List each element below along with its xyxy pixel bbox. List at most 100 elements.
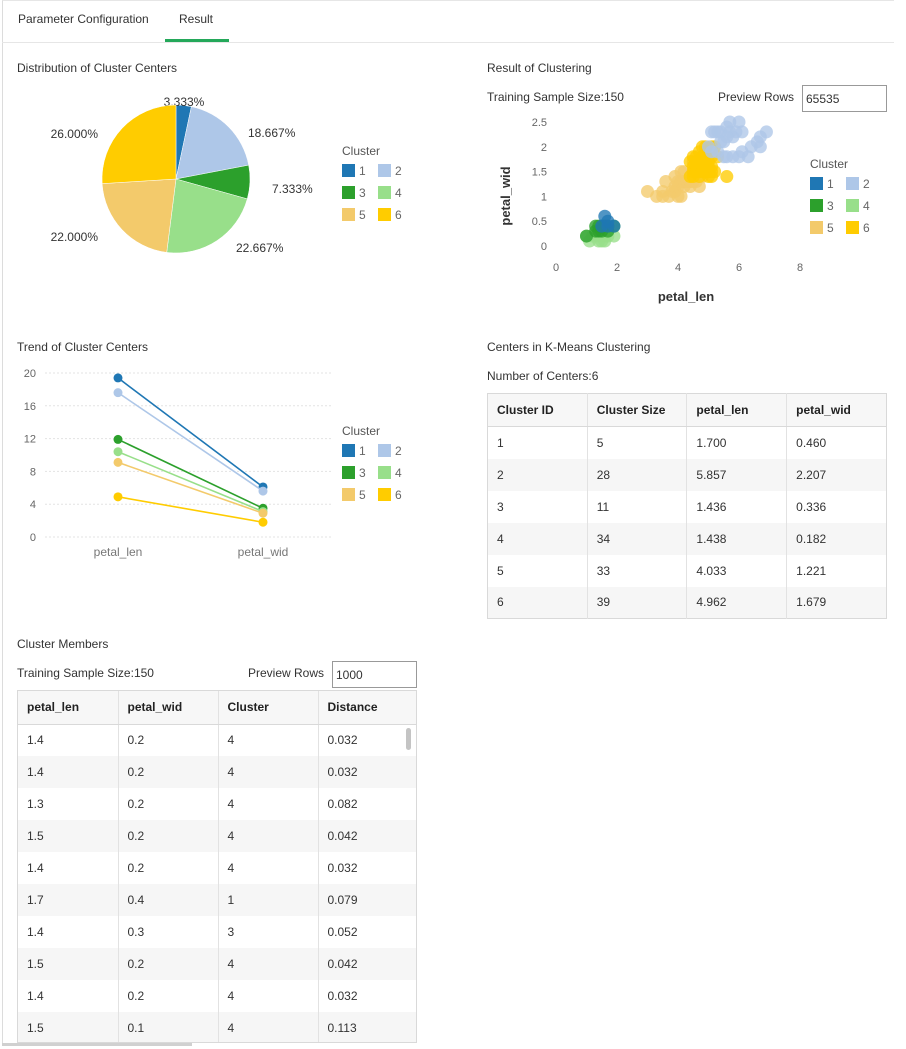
trend-legend-label-4: 4	[395, 466, 402, 480]
scatter-point-cluster-2	[732, 150, 746, 164]
scatter-point-cluster-6	[720, 170, 734, 184]
trend-legend-label-5: 5	[359, 488, 366, 502]
trend-point-cluster-2	[258, 486, 268, 496]
members-col-header[interactable]: Distance	[318, 691, 416, 725]
table-cell: 0.032	[318, 724, 416, 756]
centers-col-header[interactable]: Cluster ID	[487, 393, 588, 427]
pie-slice-label-2: 18.667%	[248, 126, 296, 140]
trend-legend-swatch-1	[342, 444, 355, 457]
members-table: petal_len petal_wid Cluster Distance 1.4…	[18, 691, 416, 1042]
members-sample-size: Training Sample Size:150	[17, 666, 154, 680]
scatter-legend-swatch-2	[846, 177, 859, 190]
table-row[interactable]: 1.5 0.1 4 0.113	[18, 1012, 416, 1042]
tab-parameter-configuration[interactable]: Parameter Configuration	[18, 12, 149, 26]
scatter-preview-rows-input[interactable]	[802, 85, 887, 112]
table-row[interactable]: 4 34 1.438 0.182	[487, 522, 887, 555]
trend-legend-swatch-2	[378, 444, 391, 457]
table-cell: 1.3	[18, 788, 119, 820]
table-row[interactable]: 2 28 5.857 2.207	[487, 458, 887, 491]
trend-legend-label-3: 3	[359, 466, 366, 480]
trend-point-cluster-6	[258, 517, 268, 527]
table-cell: 1.5	[18, 820, 119, 852]
scatter-point-cluster-1	[601, 214, 615, 228]
members-col-header[interactable]: Cluster	[218, 691, 319, 725]
trend-section-title: Trend of Cluster Centers	[17, 340, 148, 354]
table-row[interactable]: 1.5 0.2 4 0.042	[18, 820, 416, 852]
members-header-row: petal_len petal_wid Cluster Distance	[18, 691, 416, 725]
pie-legend-label-5: 5	[359, 208, 366, 222]
table-row[interactable]: 5 33 4.033 1.221	[487, 554, 887, 587]
table-cell: 1.221	[786, 554, 887, 587]
pie-legend-swatch-5	[342, 208, 355, 221]
table-cell: 0.032	[318, 980, 416, 1012]
table-row[interactable]: 1.4 0.2 4 0.032	[18, 724, 416, 756]
trend-y-tick-label: 16	[24, 401, 36, 413]
table-row[interactable]: 1.4 0.2 4 0.032	[18, 852, 416, 884]
scatter-y-tick-label: 2	[541, 142, 547, 154]
scatter-point-cluster-5	[656, 184, 670, 198]
table-cell: 0.113	[318, 1012, 416, 1042]
members-col-header[interactable]: petal_wid	[118, 691, 219, 725]
table-cell: 0.336	[786, 490, 887, 523]
scatter-legend-label-1: 1	[827, 177, 834, 191]
members-scrollbar[interactable]	[406, 728, 411, 750]
pie-legend-swatch-1	[342, 164, 355, 177]
scatter-point-cluster-2	[732, 115, 746, 129]
table-cell: 6	[487, 586, 588, 619]
table-row[interactable]: 1.4 0.2 4 0.032	[18, 980, 416, 1012]
table-cell: 4	[487, 522, 588, 555]
centers-count-label: Number of Centers:6	[487, 369, 599, 383]
pie-legend-label-2: 2	[395, 164, 402, 178]
members-table-container[interactable]: petal_len petal_wid Cluster Distance 1.4…	[17, 690, 417, 1043]
table-cell: 1.4	[18, 724, 119, 756]
trend-line-cluster-6	[117, 496, 264, 524]
table-cell: 4.033	[686, 554, 788, 587]
trend-point-cluster-5	[113, 457, 123, 467]
scatter-chart: 0 2 4 6 8 0 0.5 1 1.5 2 2.5 petal_len petal_wid Clust…	[498, 115, 870, 304]
table-row[interactable]: 6 39 4.962 1.679	[487, 586, 887, 619]
centers-col-header[interactable]: petal_wid	[786, 393, 887, 427]
table-row[interactable]: 1 5 1.700 0.460	[487, 426, 887, 459]
pie-section-title: Distribution of Cluster Centers	[17, 61, 178, 75]
table-cell: 1.700	[686, 426, 788, 459]
centers-col-header[interactable]: petal_len	[686, 393, 788, 427]
scatter-legend-title: Cluster	[810, 157, 848, 171]
scatter-legend-label-3: 3	[827, 199, 834, 213]
table-cell: 4	[218, 820, 319, 852]
trend-point-cluster-5	[258, 508, 268, 518]
table-row[interactable]: 1.3 0.2 4 0.082	[18, 788, 416, 820]
table-cell: 5.857	[686, 458, 788, 491]
table-cell: 0.052	[318, 916, 416, 948]
pie-slice-6	[101, 104, 177, 184]
pie-legend-label-3: 3	[359, 186, 366, 200]
trend-x-tick-label: petal_len	[94, 545, 143, 559]
members-preview-rows-input[interactable]	[332, 661, 417, 688]
table-cell: 2.207	[786, 458, 887, 491]
table-cell: 0.082	[318, 788, 416, 820]
table-row[interactable]: 1.7 0.4 1 0.079	[18, 884, 416, 916]
table-cell: 34	[587, 522, 688, 555]
trend-legend-label-1: 1	[359, 444, 366, 458]
table-row[interactable]: 1.4 0.2 4 0.032	[18, 756, 416, 788]
table-row[interactable]: 1.4 0.3 3 0.052	[18, 916, 416, 948]
scatter-legend-label-4: 4	[863, 199, 870, 213]
table-cell: 1.438	[686, 522, 788, 555]
tab-result[interactable]: Result	[179, 12, 214, 26]
pie-legend-swatch-6	[378, 208, 391, 221]
active-tab-indicator	[165, 39, 229, 42]
table-cell: 4	[218, 980, 319, 1012]
scatter-point-cluster-6	[702, 170, 715, 184]
table-row[interactable]: 1.5 0.2 4 0.042	[18, 948, 416, 980]
scatter-legend-label-2: 2	[863, 177, 870, 191]
scatter-point-cluster-3	[580, 229, 593, 243]
members-col-header[interactable]: petal_len	[18, 691, 119, 725]
scatter-legend-swatch-4	[846, 199, 859, 212]
table-cell: 11	[587, 490, 688, 523]
centers-col-header[interactable]: Cluster Size	[587, 393, 688, 427]
table-row[interactable]: 3 11 1.436 0.336	[487, 490, 887, 523]
scatter-point-cluster-5	[692, 179, 706, 193]
table-cell: 1.436	[686, 490, 788, 523]
pie-slice-label-4: 22.667%	[236, 241, 284, 255]
table-cell: 3	[487, 490, 588, 523]
horizontal-scrollbar[interactable]	[2, 1043, 192, 1046]
